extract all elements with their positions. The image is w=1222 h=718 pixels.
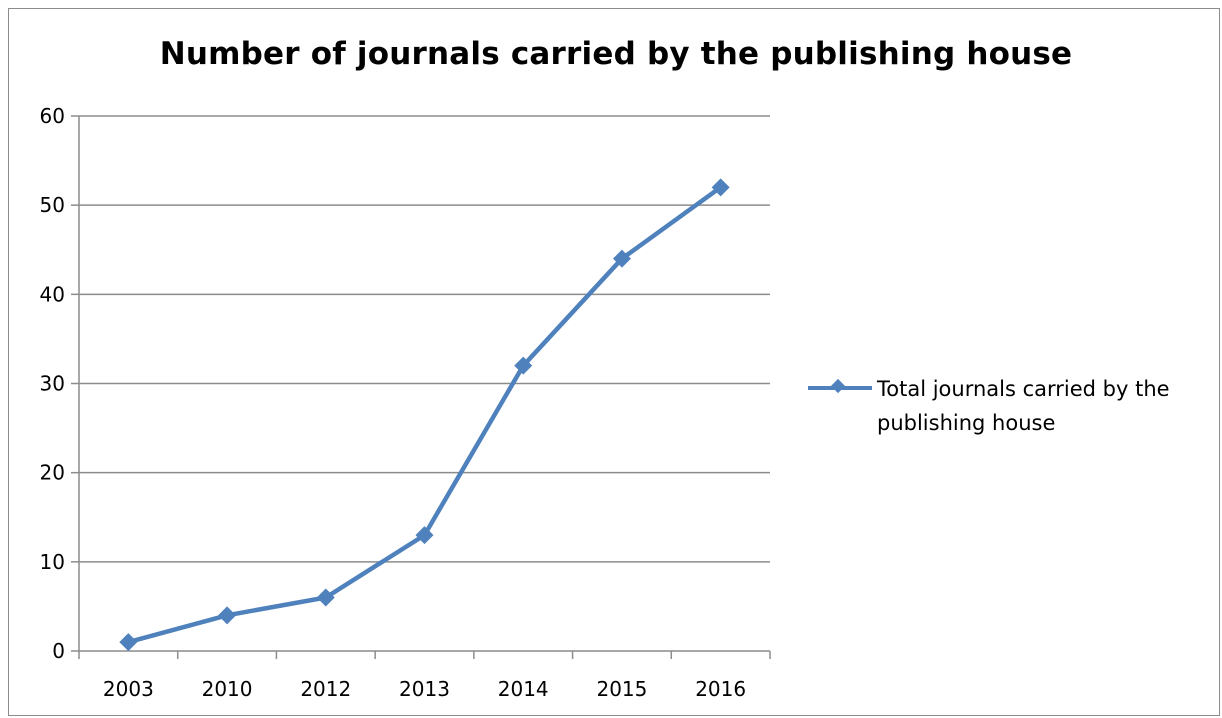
legend-label: Total journals carried by the publishing… bbox=[877, 377, 1170, 435]
y-tick-label: 50 bbox=[40, 193, 65, 217]
y-tick-label: 0 bbox=[52, 639, 65, 663]
x-tick-label: 2014 bbox=[498, 677, 549, 701]
data-point-marker bbox=[711, 178, 730, 197]
y-tick-label: 60 bbox=[40, 104, 65, 128]
x-tick-label: 2015 bbox=[596, 677, 647, 701]
x-axis-ticks: 2003 2010 2012 2013 2014 2015 2016 bbox=[78, 651, 771, 701]
y-tick-label: 40 bbox=[40, 282, 65, 306]
grid-lines bbox=[79, 115, 770, 563]
series-group bbox=[119, 178, 730, 652]
data-point-marker bbox=[612, 249, 631, 268]
y-tick-label: 10 bbox=[40, 550, 65, 574]
legend-diamond-icon bbox=[830, 378, 846, 394]
y-tick-label: 20 bbox=[40, 461, 65, 485]
data-point-marker bbox=[316, 588, 335, 607]
x-tick-label: 2013 bbox=[399, 677, 450, 701]
x-tick-label: 2012 bbox=[300, 677, 351, 701]
chart-title: Number of journals carried by the publis… bbox=[159, 36, 1073, 72]
y-axis-ticks: 0 10 20 30 40 50 60 bbox=[40, 104, 79, 663]
chart-frame bbox=[8, 8, 1220, 716]
legend: Total journals carried by the publishing… bbox=[808, 370, 1208, 440]
series-line bbox=[127, 185, 722, 645]
x-tick-label: 2016 bbox=[695, 677, 746, 701]
data-point-marker bbox=[119, 633, 138, 652]
data-point-marker bbox=[415, 526, 434, 545]
data-point-marker bbox=[218, 606, 237, 625]
data-point-marker bbox=[514, 356, 533, 375]
x-tick-label: 2010 bbox=[202, 677, 253, 701]
x-tick-label: 2003 bbox=[103, 677, 154, 701]
y-tick-label: 30 bbox=[40, 372, 65, 396]
